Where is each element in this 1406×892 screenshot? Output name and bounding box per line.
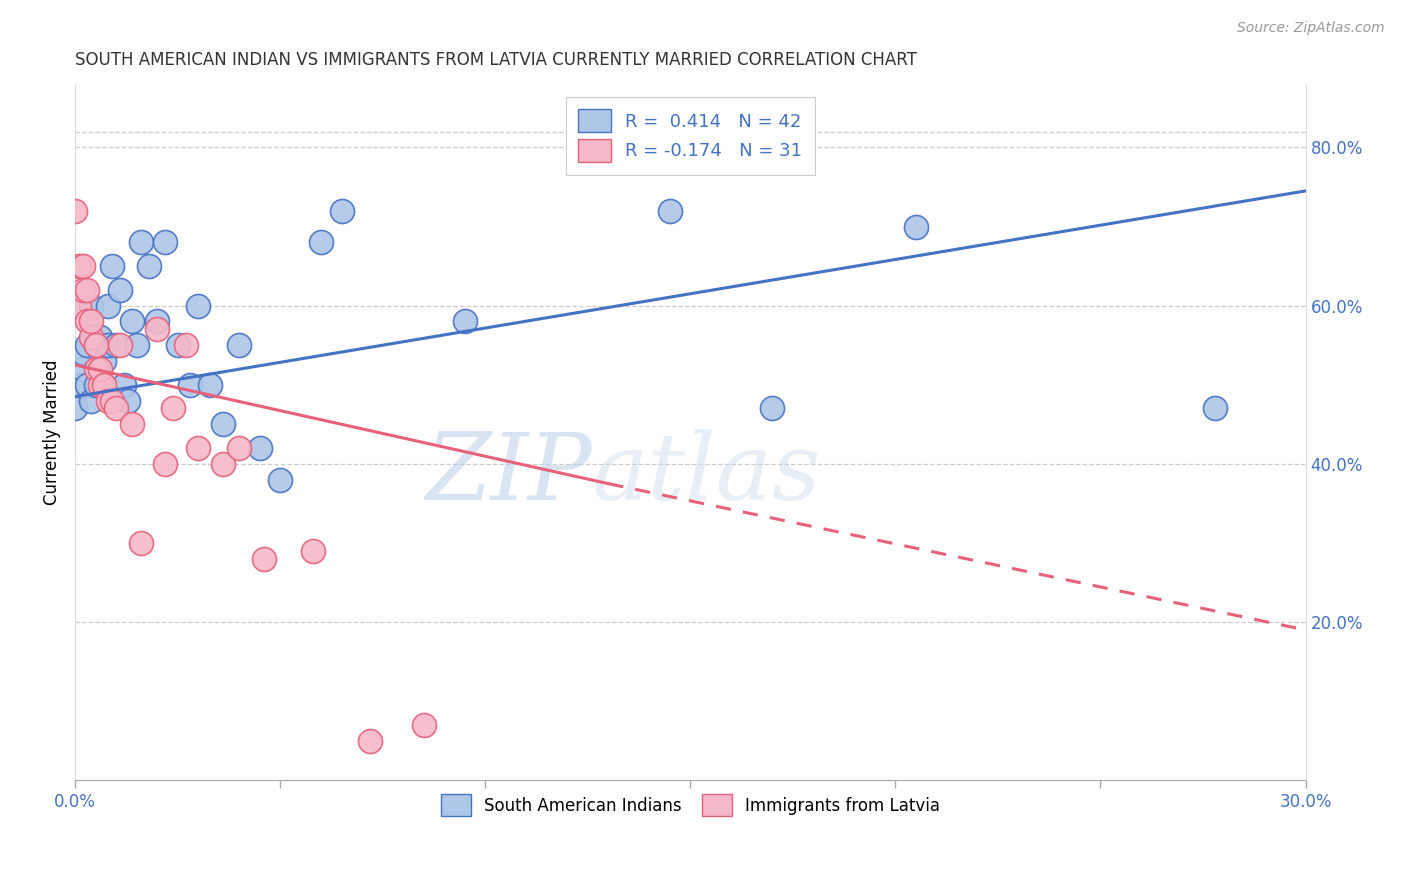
Legend: South American Indians, Immigrants from Latvia: South American Indians, Immigrants from … bbox=[432, 786, 948, 824]
Point bbox=[121, 417, 143, 432]
Point bbox=[187, 299, 209, 313]
Point bbox=[453, 314, 475, 328]
Point bbox=[228, 338, 250, 352]
Point bbox=[146, 314, 169, 328]
Point bbox=[76, 314, 98, 328]
Point bbox=[84, 362, 107, 376]
Point bbox=[89, 330, 111, 344]
Point bbox=[97, 338, 120, 352]
Point bbox=[269, 473, 291, 487]
Point bbox=[761, 401, 783, 416]
Point bbox=[76, 338, 98, 352]
Point bbox=[80, 299, 103, 313]
Point bbox=[84, 338, 107, 352]
Point bbox=[93, 377, 115, 392]
Point bbox=[76, 283, 98, 297]
Point bbox=[72, 259, 94, 273]
Point bbox=[211, 417, 233, 432]
Point bbox=[228, 441, 250, 455]
Text: atlas: atlas bbox=[592, 429, 821, 519]
Point bbox=[101, 393, 124, 408]
Point bbox=[89, 362, 111, 376]
Point bbox=[76, 377, 98, 392]
Point bbox=[253, 551, 276, 566]
Point bbox=[72, 362, 94, 376]
Point bbox=[249, 441, 271, 455]
Point bbox=[67, 299, 90, 313]
Point bbox=[105, 338, 128, 352]
Point bbox=[80, 393, 103, 408]
Text: ZIP: ZIP bbox=[425, 429, 592, 519]
Point bbox=[121, 314, 143, 328]
Point bbox=[146, 322, 169, 336]
Point bbox=[302, 544, 325, 558]
Text: Source: ZipAtlas.com: Source: ZipAtlas.com bbox=[1237, 21, 1385, 35]
Point bbox=[200, 377, 222, 392]
Point bbox=[412, 718, 434, 732]
Point bbox=[80, 314, 103, 328]
Point bbox=[125, 338, 148, 352]
Point bbox=[359, 733, 381, 747]
Point bbox=[179, 377, 201, 392]
Text: SOUTH AMERICAN INDIAN VS IMMIGRANTS FROM LATVIA CURRENTLY MARRIED CORRELATION CH: SOUTH AMERICAN INDIAN VS IMMIGRANTS FROM… bbox=[75, 51, 917, 69]
Point bbox=[138, 259, 160, 273]
Point bbox=[97, 299, 120, 313]
Point bbox=[97, 393, 120, 408]
Point bbox=[330, 203, 353, 218]
Point bbox=[67, 259, 90, 273]
Point bbox=[174, 338, 197, 352]
Point bbox=[93, 377, 115, 392]
Point bbox=[108, 283, 131, 297]
Point bbox=[155, 235, 177, 250]
Point bbox=[108, 338, 131, 352]
Point bbox=[101, 259, 124, 273]
Point bbox=[211, 457, 233, 471]
Point bbox=[187, 441, 209, 455]
Point bbox=[93, 354, 115, 368]
Point bbox=[658, 203, 681, 218]
Point bbox=[72, 283, 94, 297]
Point bbox=[89, 377, 111, 392]
Point bbox=[129, 536, 152, 550]
Point bbox=[63, 203, 86, 218]
Point bbox=[162, 401, 184, 416]
Point bbox=[105, 401, 128, 416]
Point bbox=[67, 377, 90, 392]
Point bbox=[117, 393, 139, 408]
Point bbox=[84, 338, 107, 352]
Point bbox=[166, 338, 188, 352]
Y-axis label: Currently Married: Currently Married bbox=[44, 359, 60, 505]
Point bbox=[84, 377, 107, 392]
Point bbox=[155, 457, 177, 471]
Point bbox=[129, 235, 152, 250]
Point bbox=[112, 377, 135, 392]
Point bbox=[309, 235, 332, 250]
Point bbox=[89, 362, 111, 376]
Point bbox=[1204, 401, 1226, 416]
Point bbox=[72, 346, 94, 360]
Point bbox=[63, 401, 86, 416]
Point bbox=[904, 219, 927, 234]
Point bbox=[80, 330, 103, 344]
